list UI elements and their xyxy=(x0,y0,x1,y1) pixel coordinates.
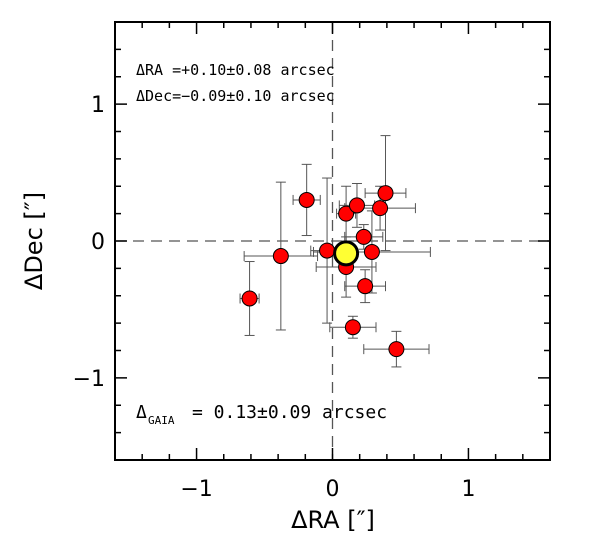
data-point xyxy=(363,243,380,260)
data-point xyxy=(388,341,405,358)
ra-offset-annotation: ΔRA =+0.10±0.08 arcsec xyxy=(136,61,335,79)
data-point xyxy=(241,290,258,307)
data-point xyxy=(272,248,289,265)
gaia-annotation: Δ GAIA = 0.13±0.09 arcsec xyxy=(136,402,387,427)
data-point xyxy=(348,197,365,214)
plot-frame xyxy=(114,21,551,461)
data-point xyxy=(338,205,355,222)
x-tick-labels: −1 0 1 xyxy=(180,477,475,502)
y-tick-labels: −1 0 1 xyxy=(73,93,105,392)
x-tick-label: 0 xyxy=(326,477,340,502)
gaia-subscript: GAIA xyxy=(148,414,175,427)
x-tick-label: −1 xyxy=(180,477,212,502)
y-tick-label: −1 xyxy=(73,367,105,392)
data-point xyxy=(357,278,374,295)
y-tick-label: 1 xyxy=(91,93,105,118)
data-points xyxy=(241,185,405,358)
dec-offset-annotation: ΔDec=−0.09±0.10 arcsec xyxy=(136,87,335,105)
gaia-delta-symbol: Δ xyxy=(136,402,147,423)
data-point xyxy=(344,319,361,336)
data-point xyxy=(355,228,372,245)
data-point xyxy=(298,191,315,208)
y-tick-label: 0 xyxy=(91,230,105,255)
mean-point xyxy=(333,240,360,267)
reference-lines xyxy=(115,22,550,460)
x-tick-label: 1 xyxy=(461,477,475,502)
data-point xyxy=(372,200,389,217)
data-point xyxy=(377,185,394,202)
data-point xyxy=(319,242,336,259)
mean-offset-marker xyxy=(333,240,360,267)
gaia-value: = 0.13±0.09 arcsec xyxy=(192,402,387,423)
y-axis-title: ΔDec [″] xyxy=(20,192,48,290)
x-axis-title: ΔRA [″] xyxy=(291,506,375,534)
